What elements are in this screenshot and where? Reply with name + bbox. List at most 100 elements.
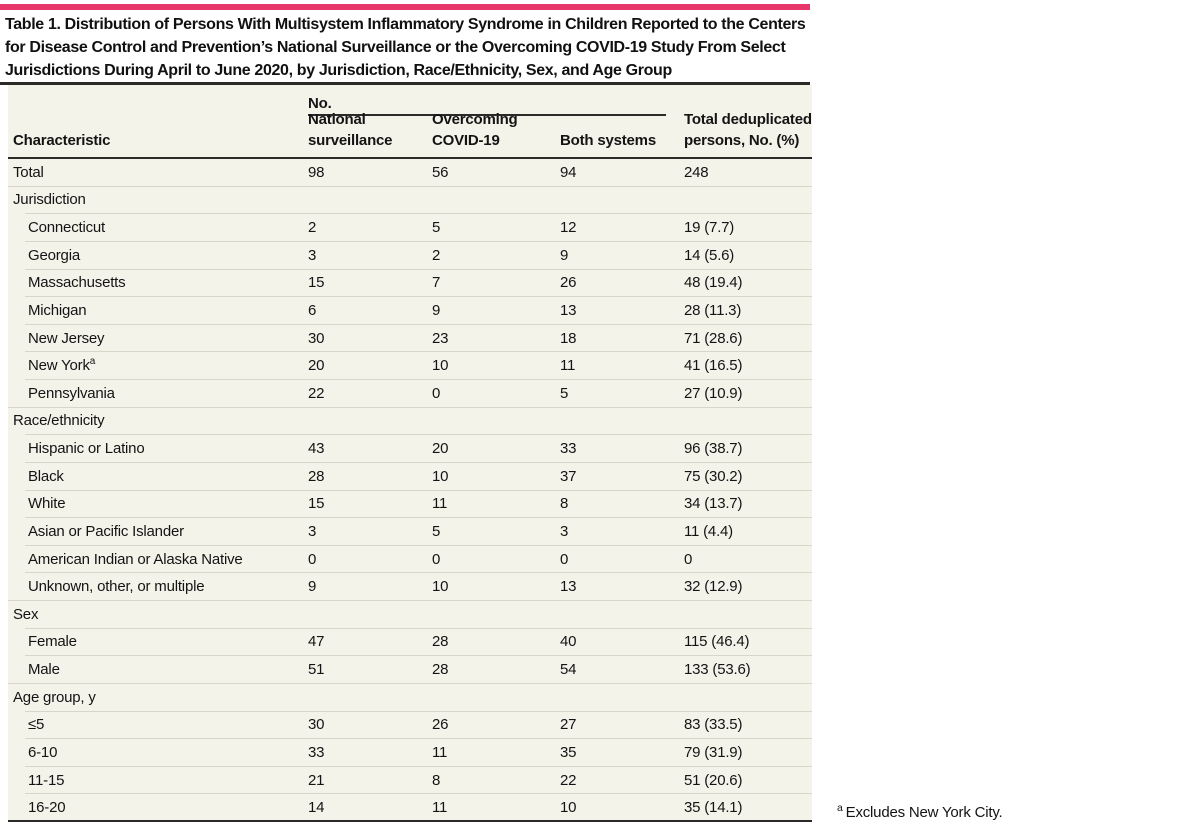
row-value: 6 bbox=[308, 301, 317, 319]
row-value: 94 bbox=[560, 163, 577, 181]
row-label: Asian or Pacific Islander bbox=[28, 522, 184, 540]
table-row: Pennsylvania 22 0 5 27 (10.9) bbox=[8, 380, 812, 408]
header-total-deduplicated: Total deduplicated persons, No. (%) bbox=[684, 110, 812, 149]
row-value: 2 bbox=[432, 246, 441, 264]
row-value: 43 bbox=[308, 440, 325, 458]
footnote-marker: a bbox=[837, 802, 843, 814]
row-label: 16-20 bbox=[28, 799, 66, 817]
row-value: 27 bbox=[560, 716, 577, 734]
table-row: Hispanic or Latino 43 20 33 96 (38.7) bbox=[8, 435, 812, 463]
table-row: Michigan 6 9 13 28 (11.3) bbox=[8, 297, 812, 325]
row-value: 37 bbox=[560, 467, 577, 485]
row-value: 10 bbox=[432, 357, 449, 375]
table-body: Total 98 56 94 248 Jurisdiction Connecticut 2 5 1… bbox=[8, 159, 812, 822]
row-label: American Indian or Alaska Native bbox=[28, 550, 243, 568]
title-divider bbox=[0, 82, 810, 85]
row-label: 6-10 bbox=[28, 743, 58, 761]
header-national-surveillance: National surveillance bbox=[308, 110, 393, 149]
row-value: 10 bbox=[432, 578, 449, 596]
table-row: Age group, y bbox=[8, 683, 812, 712]
row-value: 79 (31.9) bbox=[684, 743, 743, 761]
table-row: ≤5 30 26 27 83 (33.5) bbox=[8, 711, 812, 739]
row-value: 9 bbox=[560, 246, 569, 264]
row-label: Hispanic or Latino bbox=[28, 440, 145, 458]
table-row: 16-20 14 11 10 35 (14.1) bbox=[8, 794, 812, 822]
row-label: Michigan bbox=[28, 301, 87, 319]
header-group-no: No. National surveillance Overcoming COV… bbox=[308, 85, 684, 157]
row-value: 51 (20.6) bbox=[684, 771, 743, 789]
row-value: 71 (28.6) bbox=[684, 329, 743, 347]
row-label: Female bbox=[28, 633, 77, 651]
row-value: 26 bbox=[560, 274, 577, 292]
row-value: 54 bbox=[560, 661, 577, 679]
row-label: Age group, y bbox=[13, 688, 96, 706]
footnote-reference: a bbox=[89, 356, 96, 368]
row-label: Total bbox=[13, 163, 44, 181]
row-value: 2 bbox=[308, 219, 317, 237]
row-value: 0 bbox=[432, 384, 441, 402]
row-value: 11 bbox=[432, 799, 448, 817]
table-row: Unknown, other, or multiple 9 10 13 32 (12.9… bbox=[8, 573, 812, 601]
row-value: 8 bbox=[560, 495, 569, 513]
table-row: Total 98 56 94 248 bbox=[8, 159, 812, 187]
row-value: 28 bbox=[432, 633, 449, 651]
row-value: 15 bbox=[308, 274, 325, 292]
table-row: Female 47 28 40 115 (46.4) bbox=[8, 628, 812, 656]
row-value: 23 bbox=[432, 329, 449, 347]
row-value: 18 bbox=[560, 329, 577, 347]
row-value: 22 bbox=[308, 384, 325, 402]
table-row: White 15 11 8 34 (13.7) bbox=[8, 490, 812, 518]
table-row: Asian or Pacific Islander 3 5 3 11 (4.4) bbox=[8, 518, 812, 546]
row-label: Massachusetts bbox=[28, 274, 126, 292]
row-label: Black bbox=[28, 467, 64, 485]
row-value: 3 bbox=[308, 246, 317, 264]
row-value: 56 bbox=[432, 163, 449, 181]
row-value: 9 bbox=[432, 301, 441, 319]
table-title-line-1: Table 1. Distribution of Persons With Mu… bbox=[5, 16, 806, 33]
row-value: 15 bbox=[308, 495, 325, 513]
table-row: Connecticut 2 5 12 19 (7.7) bbox=[8, 214, 812, 242]
row-value: 13 bbox=[560, 301, 577, 319]
row-value: 10 bbox=[560, 799, 577, 817]
row-value: 96 (38.7) bbox=[684, 440, 743, 458]
row-label: ≤5 bbox=[28, 716, 45, 734]
table-row: Massachusetts 15 7 26 48 (19.4) bbox=[8, 269, 812, 297]
header-subcolumns: National surveillance Overcoming COVID-1… bbox=[308, 109, 684, 157]
table-title: Table 1. Distribution of Persons With Mu… bbox=[5, 13, 815, 82]
header-characteristic: Characteristic bbox=[13, 131, 111, 149]
row-value: 8 bbox=[432, 771, 441, 789]
row-value: 9 bbox=[308, 578, 317, 596]
table-row: 11-15 21 8 22 51 (20.6) bbox=[8, 766, 812, 794]
table-row: Black 28 10 37 75 (30.2) bbox=[8, 462, 812, 491]
row-label: Unknown, other, or multiple bbox=[28, 578, 205, 596]
table-row: Sex bbox=[8, 601, 812, 629]
header-overcoming-covid19: Overcoming COVID-19 bbox=[432, 110, 518, 149]
table-row: American Indian or Alaska Native 0 0 0 0 bbox=[8, 545, 812, 573]
header-both-systems: Both systems bbox=[560, 131, 656, 149]
row-value: 28 bbox=[432, 661, 449, 679]
row-label: Pennsylvania bbox=[28, 384, 115, 402]
data-table: Characteristic No. National surveillance… bbox=[8, 85, 812, 822]
table-row: New Jersey 30 23 18 71 (28.6) bbox=[8, 324, 812, 352]
table-row: Jurisdiction bbox=[8, 186, 812, 214]
row-label: Connecticut bbox=[28, 219, 106, 237]
row-value: 5 bbox=[432, 219, 441, 237]
row-value: 12 bbox=[560, 219, 577, 237]
row-value: 51 bbox=[308, 661, 325, 679]
row-label: White bbox=[28, 495, 66, 513]
row-value: 33 bbox=[560, 440, 577, 458]
row-value: 10 bbox=[432, 467, 449, 485]
row-value: 20 bbox=[432, 440, 449, 458]
table-row: Race/ethnicity bbox=[8, 407, 812, 435]
row-label: Georgia bbox=[28, 246, 80, 264]
row-value: 83 (33.5) bbox=[684, 716, 743, 734]
row-value: 41 (16.5) bbox=[684, 357, 743, 375]
accent-bar bbox=[0, 4, 810, 10]
row-value: 115 (46.4) bbox=[684, 633, 750, 651]
row-label: Jurisdiction bbox=[13, 191, 86, 209]
row-value: 3 bbox=[308, 522, 317, 540]
row-label: New Jersey bbox=[28, 329, 105, 347]
row-value: 27 (10.9) bbox=[684, 384, 743, 402]
row-value: 7 bbox=[432, 274, 441, 292]
